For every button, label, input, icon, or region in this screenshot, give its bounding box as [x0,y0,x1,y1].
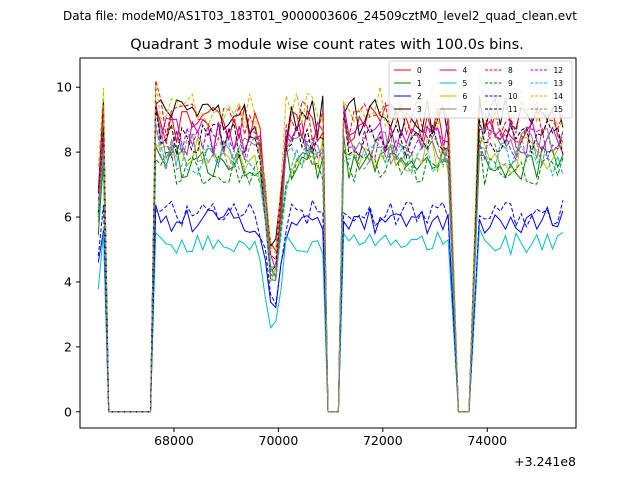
figure-suptitle: Data file: modeM0/AS1T03_183T01_90000036… [63,9,577,23]
legend-label: 4 [463,66,468,75]
y-tick-label: 8 [64,145,72,160]
series-line-15 [97,121,563,413]
x-tick-label: 74000 [467,433,507,448]
chart-title: Quadrant 3 module wise count rates with … [130,37,524,53]
series-line-11 [97,107,564,413]
legend-label: 8 [508,66,513,75]
y-tick-label: 6 [64,210,72,225]
legend-label: 13 [554,79,564,88]
legend-label: 11 [508,105,518,114]
legend-label: 5 [463,79,468,88]
series-line-13 [97,124,564,413]
legend-label: 12 [554,66,564,75]
y-tick-label: 4 [64,274,72,289]
y-tick-label: 0 [64,404,72,419]
axes-layer: 68000 70000 72000 74000 0 2 4 6 8 10 [56,80,507,448]
legend-label: 14 [554,92,564,101]
y-tick-label: 2 [64,339,72,354]
x-axis-offset-label: +3.241e8 [514,454,576,469]
legend-label: 15 [554,105,564,114]
legend-box [388,60,573,119]
x-tick-label: 72000 [363,433,403,448]
legend-label: 9 [508,79,513,88]
legend-label: 7 [463,105,468,114]
x-tick-label: 70000 [259,433,299,448]
legend-label: 3 [417,105,422,114]
legend-label: 1 [417,79,422,88]
legend-label: 2 [417,92,422,101]
y-tick-label: 10 [56,80,72,95]
x-tick-label: 68000 [154,433,194,448]
legend-label: 6 [463,92,468,101]
legend-label: 10 [508,92,518,101]
legend-label: 0 [417,66,422,75]
